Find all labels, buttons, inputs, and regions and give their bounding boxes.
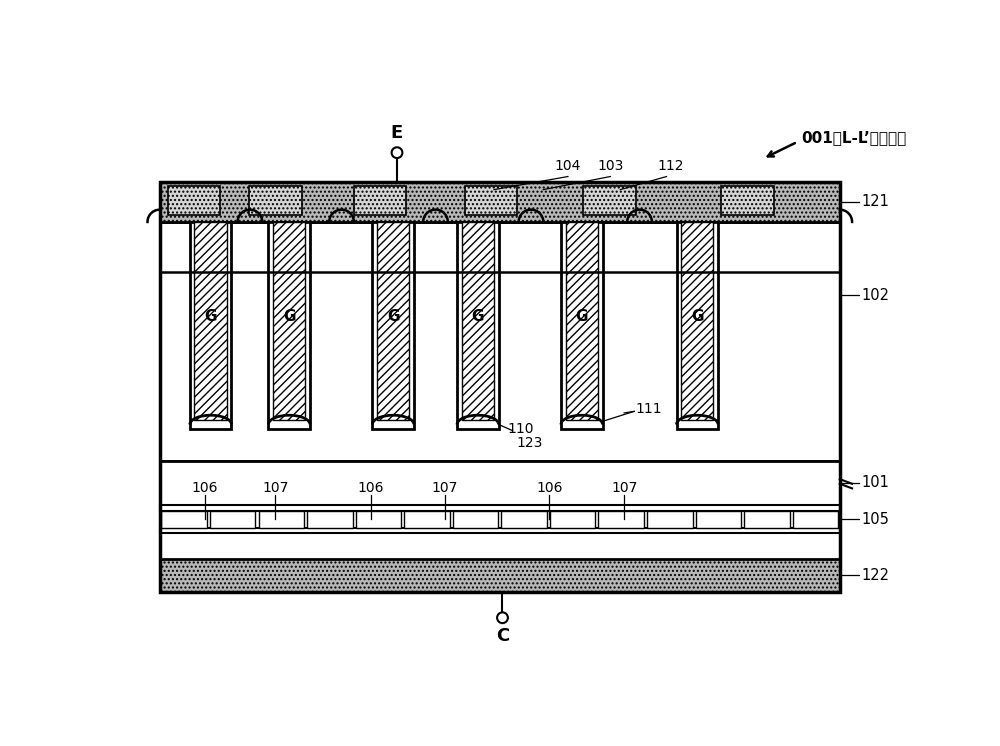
Text: 112: 112 — [657, 159, 684, 172]
Bar — [501, 511, 547, 527]
Bar — [160, 182, 840, 222]
Bar — [160, 560, 840, 592]
Bar — [161, 511, 207, 527]
Text: G: G — [472, 309, 484, 325]
Bar — [307, 511, 353, 527]
Bar — [160, 461, 840, 505]
Text: 111: 111 — [636, 402, 662, 416]
Bar — [168, 186, 220, 215]
Bar — [462, 222, 494, 420]
Text: G: G — [204, 309, 217, 325]
Bar — [372, 222, 414, 429]
Bar — [566, 222, 598, 420]
Bar — [721, 186, 774, 215]
Bar — [453, 511, 498, 527]
Text: G: G — [576, 309, 588, 325]
Bar — [259, 511, 304, 527]
Text: 106: 106 — [536, 481, 563, 495]
Bar — [160, 222, 840, 461]
Bar — [194, 222, 227, 420]
Bar — [744, 511, 790, 527]
Text: 106: 106 — [358, 481, 384, 495]
Bar — [190, 222, 231, 429]
Bar — [210, 511, 255, 527]
Bar — [268, 222, 310, 429]
Bar — [647, 511, 693, 527]
Text: G: G — [283, 309, 295, 325]
Bar — [160, 182, 840, 592]
Text: 122: 122 — [861, 568, 889, 583]
Text: 107: 107 — [432, 481, 458, 495]
Text: G: G — [387, 309, 399, 325]
Text: 123: 123 — [516, 436, 543, 450]
Bar — [561, 222, 603, 429]
Bar — [457, 222, 499, 429]
Bar — [356, 511, 401, 527]
Bar — [696, 511, 741, 527]
Text: 001（L-L’横截面）: 001（L-L’横截面） — [801, 130, 906, 145]
Bar — [598, 511, 644, 527]
Text: E: E — [391, 125, 403, 142]
Bar — [354, 186, 406, 215]
Bar — [160, 527, 840, 533]
Text: 107: 107 — [611, 481, 637, 495]
Text: C: C — [496, 627, 509, 645]
Text: 101: 101 — [861, 475, 889, 490]
Text: 104: 104 — [555, 159, 581, 172]
Text: 110: 110 — [507, 422, 534, 436]
Bar — [273, 222, 305, 420]
Bar — [550, 511, 595, 527]
Text: 102: 102 — [861, 288, 889, 303]
Bar — [681, 222, 713, 420]
Bar — [793, 511, 838, 527]
Bar — [404, 511, 450, 527]
Text: 106: 106 — [191, 481, 218, 495]
Text: 107: 107 — [262, 481, 289, 495]
Bar — [160, 505, 840, 511]
Bar — [249, 186, 302, 215]
Bar — [377, 222, 409, 420]
Bar — [583, 186, 636, 215]
Text: 105: 105 — [861, 512, 889, 527]
Text: 121: 121 — [861, 195, 889, 210]
Bar — [677, 222, 718, 429]
Text: 103: 103 — [597, 159, 623, 172]
Text: G: G — [691, 309, 704, 325]
Bar — [465, 186, 517, 215]
